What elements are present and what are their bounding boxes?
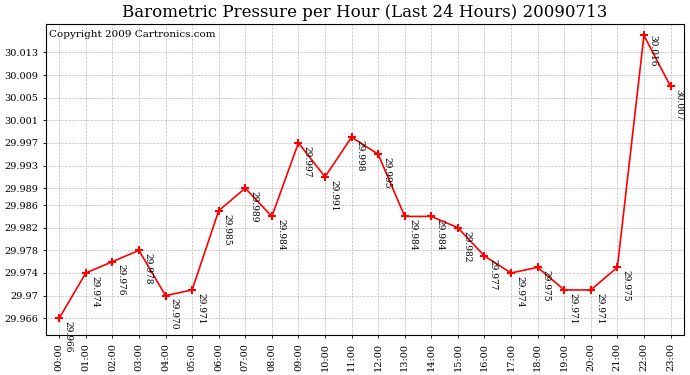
Text: 29.970: 29.970	[170, 298, 179, 330]
Text: 29.984: 29.984	[409, 219, 418, 251]
Text: 29.971: 29.971	[569, 293, 578, 324]
Text: 29.997: 29.997	[303, 146, 312, 177]
Text: 29.971: 29.971	[595, 293, 604, 324]
Text: 30.016: 30.016	[648, 35, 657, 67]
Text: 29.984: 29.984	[435, 219, 444, 251]
Text: 29.974: 29.974	[515, 276, 524, 307]
Title: Barometric Pressure per Hour (Last 24 Hours) 20090713: Barometric Pressure per Hour (Last 24 Ho…	[122, 4, 608, 21]
Text: 29.971: 29.971	[196, 293, 206, 324]
Text: 29.974: 29.974	[90, 276, 99, 307]
Text: 29.975: 29.975	[542, 270, 551, 302]
Text: 29.985: 29.985	[223, 213, 232, 245]
Text: 29.984: 29.984	[276, 219, 285, 251]
Text: 30.007: 30.007	[675, 89, 684, 121]
Text: Copyright 2009 Cartronics.com: Copyright 2009 Cartronics.com	[49, 30, 215, 39]
Text: 29.976: 29.976	[117, 264, 126, 296]
Text: 29.989: 29.989	[249, 191, 259, 222]
Text: 29.966: 29.966	[63, 321, 72, 352]
Text: 29.998: 29.998	[356, 140, 365, 171]
Text: 29.995: 29.995	[382, 157, 391, 189]
Text: 29.982: 29.982	[462, 231, 471, 262]
Text: 29.978: 29.978	[143, 253, 152, 285]
Text: 29.991: 29.991	[329, 180, 338, 211]
Text: 29.975: 29.975	[622, 270, 631, 302]
Text: 29.977: 29.977	[489, 259, 497, 290]
